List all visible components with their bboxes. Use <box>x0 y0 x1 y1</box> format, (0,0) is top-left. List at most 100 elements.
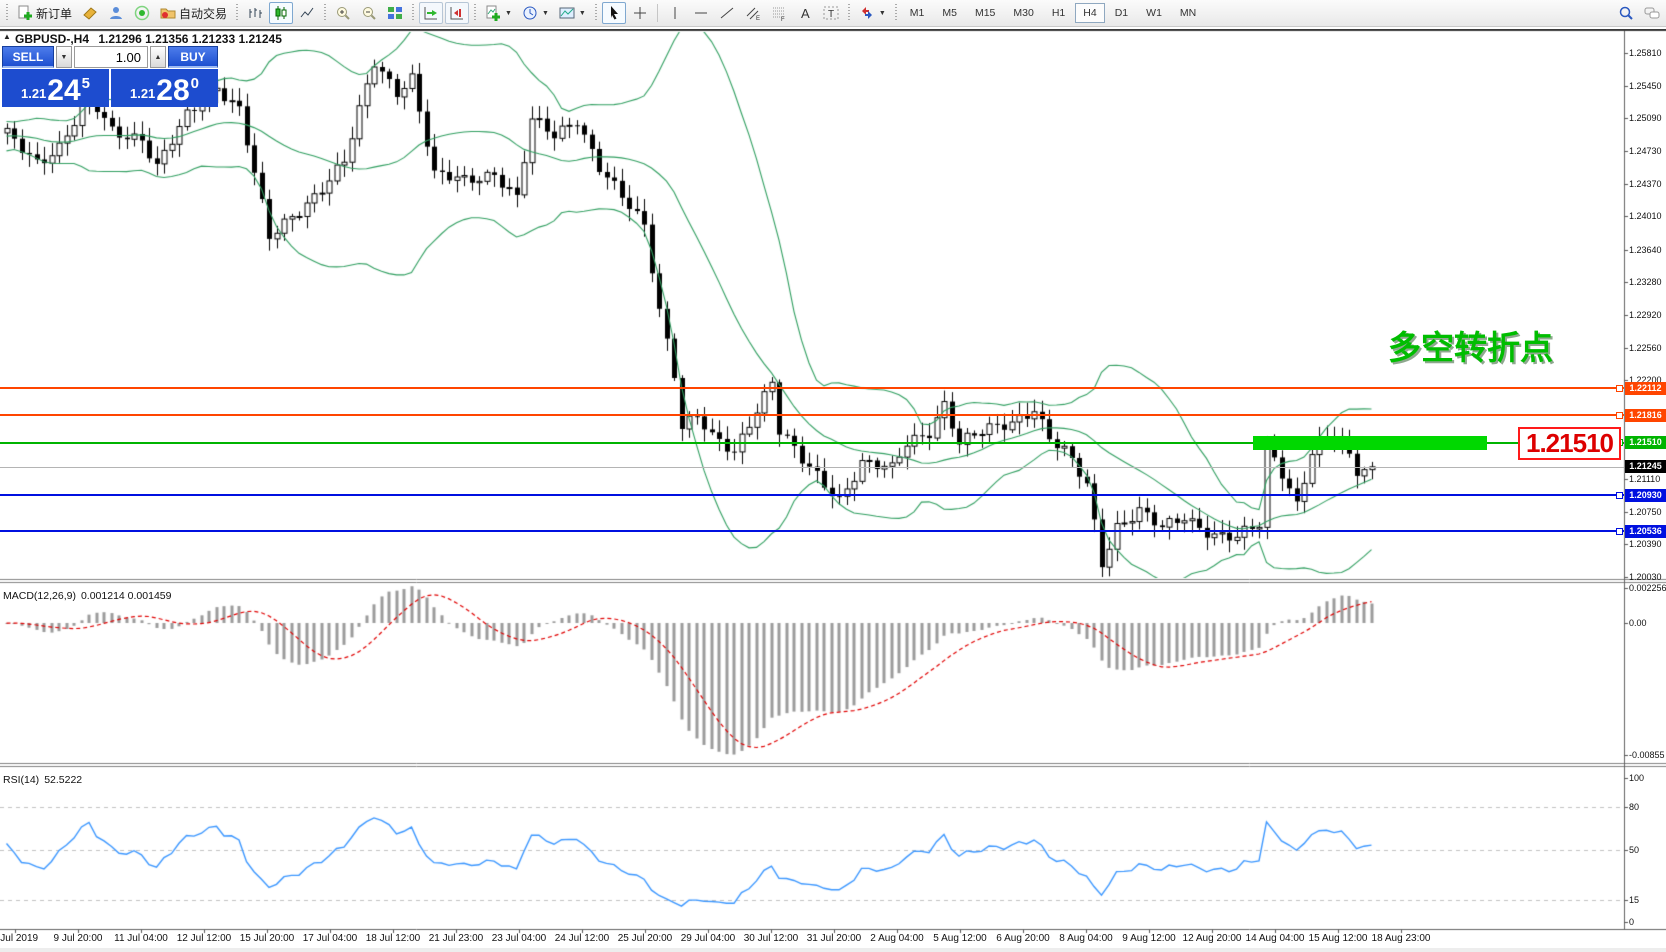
template-icon <box>559 7 575 19</box>
timeframe-button-m15[interactable]: M15 <box>967 3 1003 23</box>
signal-button[interactable] <box>130 2 154 24</box>
cursor-tool-button[interactable] <box>601 2 626 24</box>
line-chart-button[interactable] <box>295 2 319 24</box>
time-axis-label: 23 Jul 04:00 <box>491 933 547 944</box>
macd-values: 0.001214 0.001459 <box>80 590 172 602</box>
periods-button[interactable]: ▼ <box>518 2 553 24</box>
zoom-in-button[interactable] <box>331 2 355 24</box>
text-label-tool-button[interactable]: T <box>819 2 843 24</box>
price-level-label: 1.21510 <box>1625 436 1666 450</box>
macd-axis-tick: 0.002256 <box>1629 583 1666 594</box>
current-price-label: 1.21245 <box>1625 460 1666 474</box>
search-icon[interactable] <box>1618 5 1634 21</box>
profile-icon <box>110 7 123 19</box>
macd-name: MACD(12,26,9) <box>3 590 76 602</box>
price-axis-tick: 1.24730 <box>1629 145 1662 156</box>
price-axis-tick: 1.22560 <box>1629 342 1662 353</box>
auto-scroll-icon <box>424 7 438 20</box>
signal-icon <box>134 5 150 21</box>
fibonacci-tool-button[interactable]: F <box>767 2 791 24</box>
price-axis-tick: 1.25810 <box>1629 48 1662 58</box>
timeframe-button-h4[interactable]: H4 <box>1075 3 1105 23</box>
toolbar-grip[interactable] <box>474 4 477 22</box>
vertical-line-tool-button[interactable] <box>663 2 687 24</box>
bar-chart-button[interactable] <box>243 2 267 24</box>
horizontal-line-object[interactable] <box>0 441 1624 444</box>
indicators-icon <box>486 5 501 21</box>
channel-tool-button[interactable]: E <box>741 2 765 24</box>
timeframe-button-h1[interactable]: H1 <box>1044 3 1073 23</box>
line-anchor-handle[interactable] <box>1616 411 1623 419</box>
tile-windows-button[interactable] <box>383 2 407 24</box>
market-watch-button[interactable] <box>78 2 102 24</box>
toolbar-grip[interactable] <box>412 4 415 22</box>
horizontal-line-object[interactable] <box>0 494 1624 497</box>
buy-price-panel[interactable]: 1.21 28 0 <box>111 69 218 107</box>
templates-button[interactable]: ▼ <box>555 2 590 24</box>
toolbar-grip[interactable] <box>324 4 327 22</box>
indicators-button[interactable]: ▼ <box>481 2 516 24</box>
trendline-tool-button[interactable] <box>715 2 739 24</box>
horizontal-line-icon <box>694 12 707 14</box>
collapse-chart-icon[interactable]: ▲ <box>3 32 11 41</box>
volume-decrease-button[interactable]: ▼ <box>56 46 72 68</box>
chart-shift-button[interactable] <box>445 2 470 24</box>
volume-input[interactable] <box>74 46 148 68</box>
buy-price-sup: 0 <box>190 75 200 92</box>
text-icon: A <box>801 6 810 21</box>
line-anchor-handle[interactable] <box>1616 527 1623 535</box>
line-anchor-handle[interactable] <box>1616 491 1623 499</box>
auto-scroll-button[interactable] <box>419 2 444 24</box>
sell-button[interactable]: SELL <box>2 46 54 68</box>
auto-trading-label: 自动交易 <box>179 6 228 21</box>
timeframe-button-d1[interactable]: D1 <box>1107 3 1136 23</box>
price-axis-tick: 1.23640 <box>1629 244 1662 255</box>
price-axis-tick: 1.24370 <box>1629 178 1662 189</box>
candlestick-chart-button[interactable] <box>269 2 294 24</box>
highlight-rectangle[interactable] <box>1253 435 1487 450</box>
crosshair-tool-button[interactable] <box>628 2 652 24</box>
price-axis-tick: 1.20030 <box>1629 572 1662 582</box>
macd-indicator-label: MACD(12,26,9) 0.001214 0.001459 <box>3 590 176 602</box>
timeframe-toolbar: M1 M5 M15 M30 H1 H4 D1 W1 MN <box>901 3 1205 23</box>
main-toolbar: 新订单 自动交易 ▼ ▼ <box>0 0 1666 27</box>
dropdown-arrow-icon: ▼ <box>505 9 512 17</box>
horizontal-line-object[interactable] <box>0 530 1624 533</box>
toolbar-right-group <box>1618 5 1660 21</box>
window-bottom-edge <box>0 948 1666 952</box>
chat-icon[interactable] <box>1644 5 1660 21</box>
text-tool-button[interactable]: A <box>793 2 817 24</box>
timeframe-button-w1[interactable]: W1 <box>1138 3 1170 23</box>
sell-price-panel[interactable]: 1.21 24 5 <box>2 69 109 107</box>
one-click-trading-panel: SELL ▼ ▲ BUY 1.21 24 5 1.21 28 0 <box>2 46 218 107</box>
toolbar-grip[interactable] <box>6 4 8 22</box>
toolbar-grip[interactable] <box>847 4 850 22</box>
toolbar-grip[interactable] <box>594 4 597 22</box>
auto-trading-button[interactable]: 自动交易 <box>156 2 231 24</box>
horizontal-line-object[interactable] <box>0 414 1624 417</box>
price-chart-canvas[interactable] <box>0 29 1666 952</box>
chart-annotation-text[interactable]: 多空转折点 <box>1388 329 1553 366</box>
horizontal-line-object[interactable] <box>0 387 1624 390</box>
tile-windows-icon <box>388 7 403 19</box>
time-axis-label: 12 Aug 20:00 <box>1182 933 1242 944</box>
time-axis-label: 15 Jul 20:00 <box>239 933 295 944</box>
time-axis-label: 31 Jul 20:00 <box>806 933 862 944</box>
profile-button[interactable] <box>104 2 128 24</box>
arrows-tool-button[interactable]: ▼ <box>855 2 890 24</box>
new-order-button[interactable]: 新订单 <box>13 2 76 24</box>
line-anchor-handle[interactable] <box>1616 384 1623 392</box>
volume-increase-button[interactable]: ▲ <box>150 46 166 68</box>
horizontal-line-tool-button[interactable] <box>689 2 713 24</box>
timeframe-button-m5[interactable]: M5 <box>934 3 965 23</box>
toolbar-grip[interactable] <box>894 4 897 22</box>
timeframe-button-m30[interactable]: M30 <box>1005 3 1041 23</box>
buy-button[interactable]: BUY <box>168 46 218 68</box>
rsi-name: RSI(14) <box>3 774 40 786</box>
price-callout-label[interactable]: 1.21510 <box>1518 427 1621 460</box>
fibonacci-icon: F <box>772 7 785 21</box>
timeframe-button-mn[interactable]: MN <box>1172 3 1204 23</box>
timeframe-button-m1[interactable]: M1 <box>902 3 933 23</box>
toolbar-grip[interactable] <box>236 4 239 22</box>
zoom-out-button[interactable] <box>357 2 381 24</box>
